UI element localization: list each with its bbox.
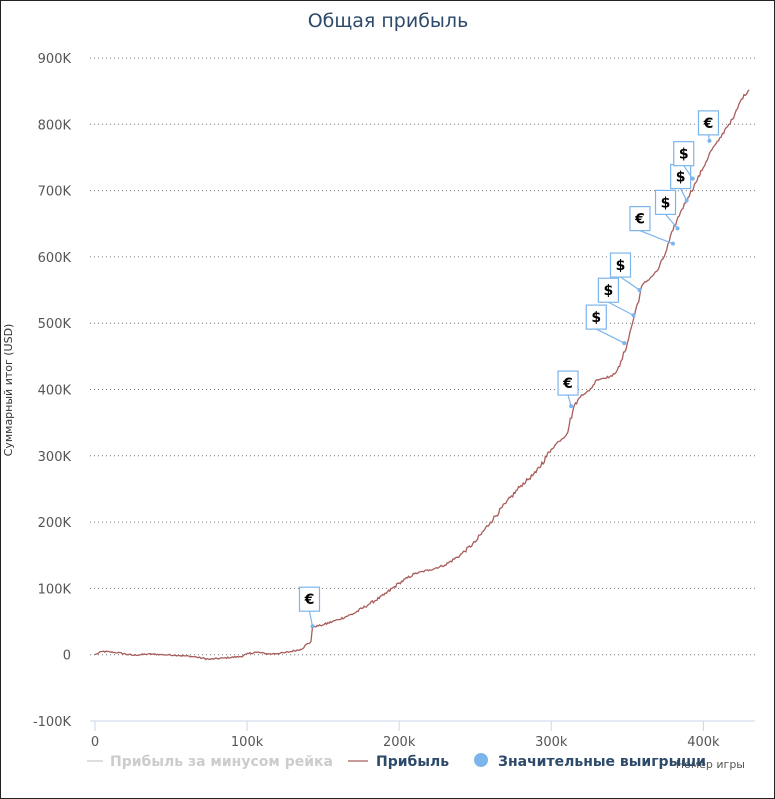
- x-axis-label: Номер игры: [676, 758, 745, 771]
- legend-item-profit[interactable]: Прибыль: [348, 754, 449, 770]
- flag-box: [609, 252, 632, 278]
- x-tick-label: 300k: [535, 735, 568, 750]
- y-tick-label: 900K: [38, 52, 72, 67]
- x-tick-label: 200k: [383, 735, 416, 750]
- x-tick-label: 400k: [687, 735, 720, 750]
- big-win-point: [675, 226, 680, 231]
- y-axis-ticks: -100K 0 100K 200K 300K 400K 500K 600K 700K 800K 90…: [33, 52, 72, 730]
- flag-connector: [308, 611, 314, 627]
- flag-symbol: $: [679, 147, 689, 163]
- series-line-profit: [94, 89, 750, 661]
- flag-connector: [665, 214, 678, 229]
- flag-symbol: $: [661, 195, 671, 211]
- big-win-flag[interactable]: $: [609, 252, 642, 293]
- x-axis-ticks: 0 100k 200k 300k 400k: [91, 721, 720, 750]
- legend-label-rake: Прибыль за минусом рейка: [110, 754, 333, 770]
- x-tick-label: 0: [91, 735, 99, 750]
- big-win-point: [670, 241, 675, 246]
- big-win-point: [637, 288, 642, 293]
- flag-box: [629, 206, 651, 232]
- flag-box: [673, 141, 695, 167]
- big-win-point: [569, 404, 574, 409]
- flag-symbol: €: [634, 212, 645, 228]
- flag-symbol: $: [591, 310, 601, 326]
- big-win-flag[interactable]: €: [697, 110, 720, 143]
- y-tick-label: 600K: [38, 251, 72, 266]
- y-tick-label: 200K: [38, 516, 72, 531]
- big-win-flag[interactable]: $: [654, 189, 680, 231]
- legend: Прибыль за минусом рейка Прибыль Значите…: [87, 753, 706, 770]
- legend-marker-icon: [474, 753, 488, 767]
- flag-box: [585, 304, 607, 330]
- flag-box: [597, 277, 620, 303]
- big-win-flag[interactable]: $: [597, 277, 636, 318]
- flag-box: [557, 370, 579, 396]
- legend-label-profit: Прибыль: [376, 754, 449, 770]
- y-tick-label: 100K: [38, 582, 72, 597]
- big-win-point: [690, 176, 695, 181]
- big-win-flag[interactable]: $: [585, 304, 627, 346]
- big-win-point: [622, 341, 627, 346]
- flag-connector: [596, 328, 625, 344]
- y-tick-label: 700K: [38, 185, 72, 200]
- y-tick-label: 800K: [38, 118, 72, 133]
- flag-symbol: $: [676, 170, 686, 186]
- big-win-point: [310, 624, 315, 629]
- flag-box: [298, 586, 321, 612]
- y-axis-label: Суммарный итог (USD): [2, 324, 15, 457]
- y-tick-label: 500K: [38, 317, 72, 332]
- flag-symbol: €: [703, 116, 714, 132]
- legend-item-big-wins[interactable]: Значительные выигрыши: [474, 753, 706, 770]
- x-tick-label: 100k: [231, 735, 264, 750]
- big-win-point: [684, 198, 689, 203]
- flag-symbol: $: [616, 258, 626, 274]
- legend-item-rake[interactable]: Прибыль за минусом рейка: [87, 754, 333, 770]
- legend-label-big-wins: Значительные выигрыши: [498, 754, 706, 770]
- big-win-point: [707, 138, 712, 143]
- big-win-point: [631, 313, 636, 318]
- big-win-flags: €€$$$€$$$€: [298, 110, 720, 629]
- flag-box: [697, 110, 720, 136]
- y-tick-label: 400K: [38, 384, 72, 399]
- flag-symbol: $: [604, 283, 614, 299]
- y-tick-label: 0: [63, 649, 71, 664]
- chart-title: Общая прибыль: [308, 10, 469, 32]
- y-tick-label: 300K: [38, 450, 72, 465]
- flag-box: [654, 189, 677, 215]
- big-win-flag[interactable]: $: [673, 141, 695, 181]
- flag-symbol: €: [304, 592, 315, 608]
- flag-connector: [608, 301, 634, 316]
- big-win-flag[interactable]: $: [670, 163, 692, 203]
- flag-connector: [620, 276, 640, 291]
- big-win-flag[interactable]: €: [298, 586, 321, 629]
- flag-connector: [639, 230, 674, 245]
- gridlines: [90, 57, 755, 656]
- big-win-flag[interactable]: €: [557, 370, 579, 409]
- big-win-flag[interactable]: €: [629, 206, 675, 246]
- flag-connector: [683, 165, 694, 180]
- flag-connector: [680, 188, 688, 201]
- y-tick-label: -100K: [33, 715, 72, 730]
- flag-symbol: €: [562, 376, 573, 392]
